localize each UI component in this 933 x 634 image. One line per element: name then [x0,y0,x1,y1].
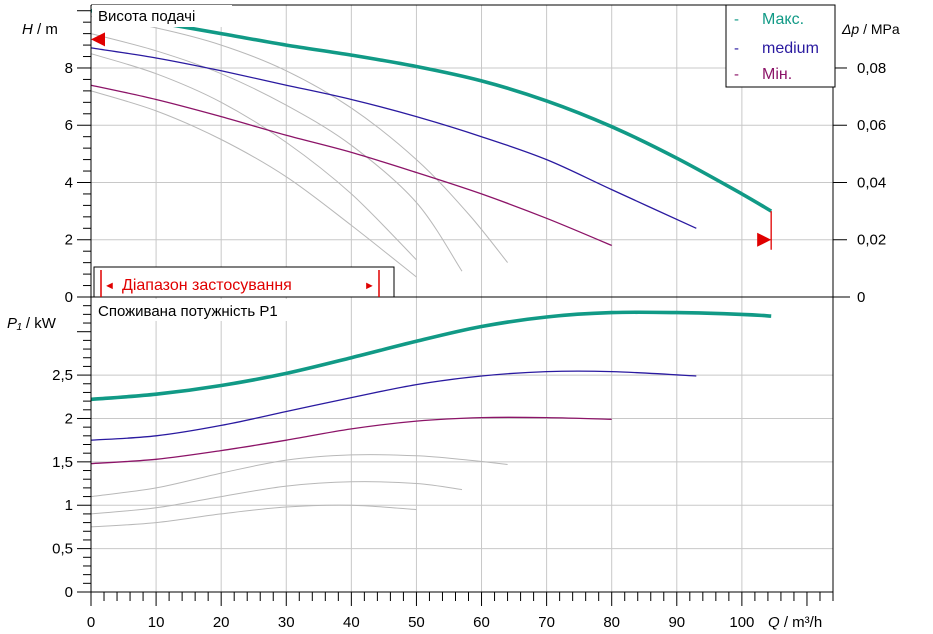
head-curve-bg2 [90,33,463,272]
head-curves [90,8,773,278]
top-y-axis-symbol: H [22,21,33,38]
bottom-y-tick-label: 0,5 [52,541,73,558]
right-y-tick-label: 0,06 [857,117,886,134]
head-curve-bg1 [90,16,508,263]
bottom-y-axis-symbol: P₁ [7,315,22,332]
legend-dash-max: - [734,11,739,28]
bottom-y-axis-label: P₁ / kW [7,315,57,332]
head-curve-medium [90,47,697,229]
x-tick-label: 0 [87,614,95,631]
operating-markers [91,32,772,250]
bottom-panel-title: Споживана потужність P1 [98,303,278,320]
bottom-y-axis-unit: / kW [22,315,57,332]
top-y-tick-label: 2 [65,232,73,249]
head-curve-bg3 [90,53,417,261]
top-panel-grid [90,5,833,298]
x-tick-label: 90 [668,614,685,631]
right-y-axis-symbol: Δp [841,21,859,37]
application-range: ◄ Діапазон застосування ► [93,266,395,298]
power-curves [90,310,772,528]
x-axis-symbol: Q [768,614,780,631]
right-y-tick-label: 0,04 [857,174,886,191]
legend-dash-medium: - [734,40,739,57]
bottom-y-tick-label: 1,5 [52,454,73,471]
power-curve-bg2 [90,481,463,515]
right-y-tick-label: 0,08 [857,60,886,77]
bottom-y-tick-label: 0 [65,584,73,601]
power-curve-bg1 [90,454,508,498]
top-y-axis-unit: / m [33,21,58,38]
range-left-arrow: ◄ [104,280,115,292]
legend-box [725,4,836,88]
x-tick-label: 40 [343,614,360,631]
power-curve-medium [90,370,697,441]
bottom-y-tick-label: 2 [65,410,73,427]
x-tick-label: 20 [213,614,230,631]
x-tick-label: 30 [278,614,295,631]
head-curve-bg4 [90,90,417,278]
right-y-tick-label: 0 [857,289,865,306]
duty-point-left-marker [91,32,105,47]
axis-ticks: 0 10 20 30 40 50 60 70 80 90 1000246800,020,040,06… [52,10,886,631]
power-curve-min [90,416,612,465]
x-tick-label: 10 [148,614,165,631]
x-tick-label: 50 [408,614,425,631]
application-range-box [93,266,395,298]
bottom-title-bg [92,299,342,321]
legend-label-medium: medium [762,40,819,57]
legend-dash-min: - [734,66,739,83]
legend-label-min: Мін. [762,66,792,83]
x-tick-label: 70 [538,614,555,631]
head-curve-max [90,8,773,213]
chart-axes [90,4,850,593]
power-curve-max [90,310,772,402]
top-y-axis-label: H / m [22,21,58,38]
power-curve-bg3 [90,504,417,528]
x-axis-label: Q / m³/h [768,614,822,631]
x-tick-label: 100 [729,614,754,631]
application-range-label: Діапазон застосування [122,277,292,294]
x-tick-label: 60 [473,614,490,631]
bottom-y-tick-label: 2,5 [52,367,73,384]
bottom-y-tick-label: 1 [65,497,73,514]
right-y-axis-unit: / MPa [859,21,900,37]
x-tick-label: 80 [603,614,620,631]
head-curve-min [90,84,612,247]
bottom-panel-grid [90,297,833,593]
legend-label-max: Макс. [762,11,804,28]
right-y-axis-label: Δp / MPa [841,21,900,37]
top-y-tick-label: 6 [65,117,73,134]
top-title-bg [92,5,232,27]
top-y-tick-label: 4 [65,174,73,191]
right-y-tick-label: 0,02 [857,232,886,249]
top-panel-title: Висота подачі [98,8,195,25]
duty-point-right-marker [757,232,772,247]
range-right-arrow: ► [364,280,375,292]
top-y-tick-label: 0 [65,289,73,306]
top-y-tick-label: 8 [65,60,73,77]
x-axis-unit: / m³/h [780,614,823,631]
legend: - Макс. - medium - Мін. [725,4,836,88]
